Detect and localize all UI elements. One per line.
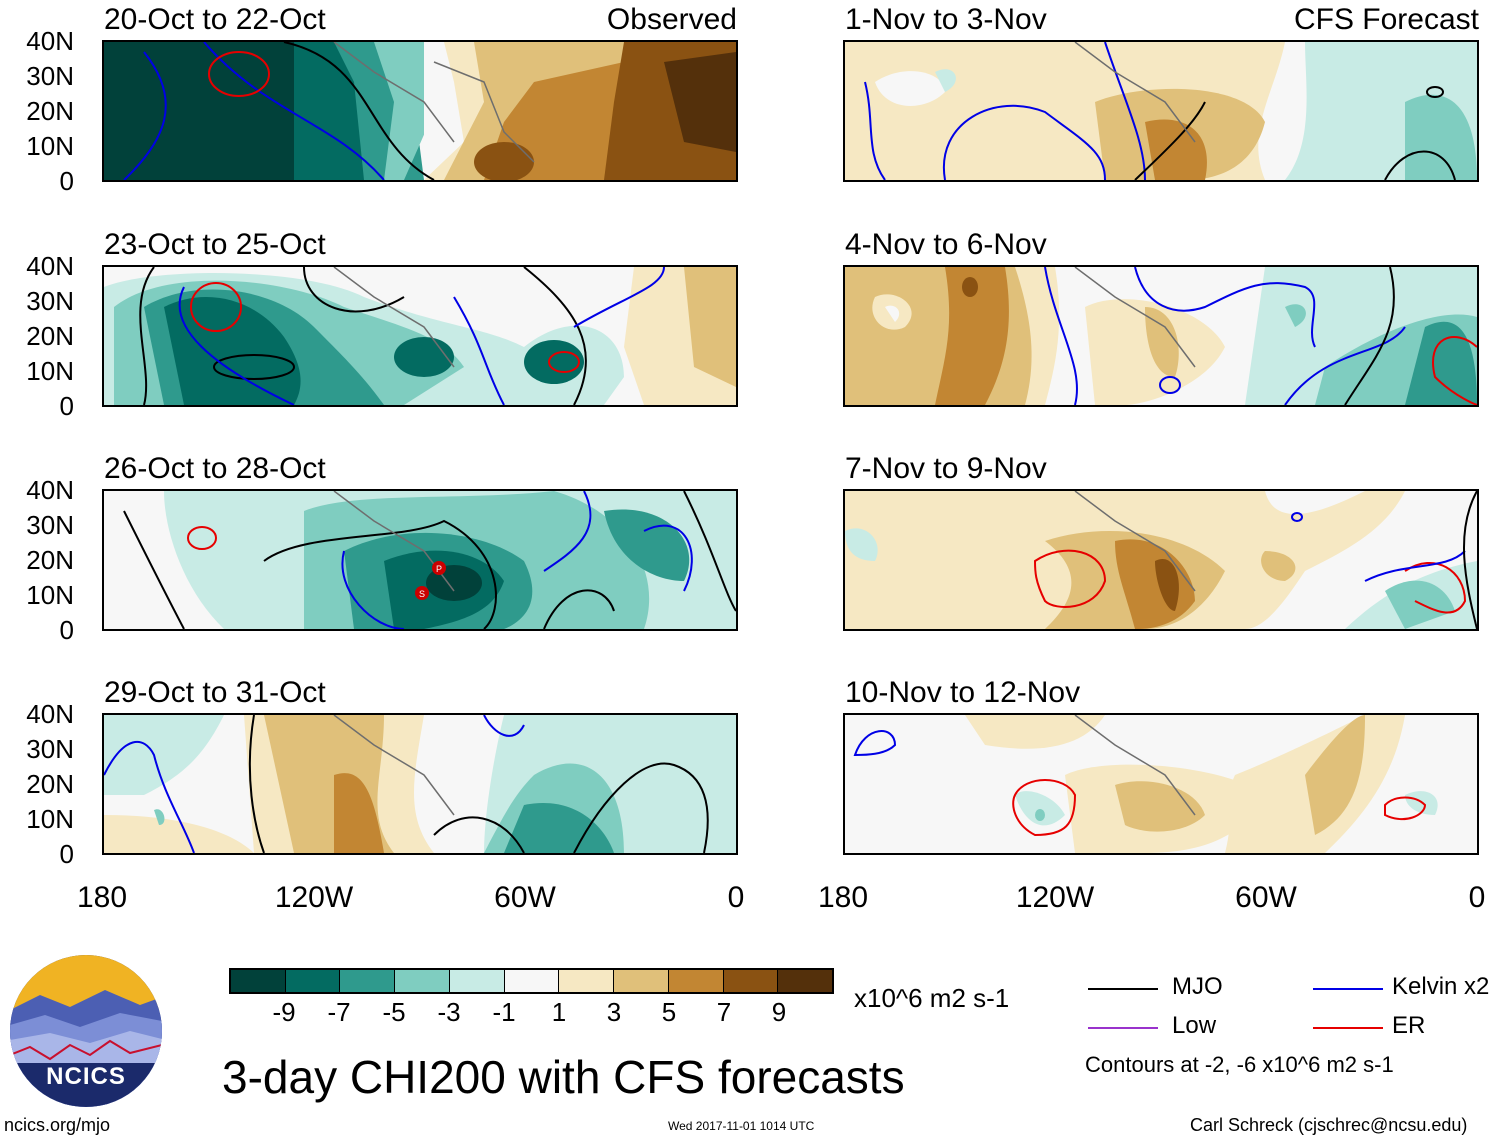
- legend-line-mjo: [1088, 988, 1158, 990]
- colorbar-swatch: [668, 970, 724, 992]
- legend-label-low: Low: [1172, 1012, 1217, 1039]
- panel-title: 4-Nov to 6-Nov: [845, 228, 1047, 261]
- panel-title: 20-Oct to 22-Oct: [104, 3, 326, 36]
- y-tick-label: 10N: [26, 804, 74, 834]
- x-tick-label: 180: [76, 881, 128, 914]
- x-tick-label: 120W: [274, 881, 354, 914]
- legend-line-low: [1088, 1027, 1158, 1029]
- panel-tag: Observed: [606, 3, 737, 36]
- colorbar-label: 3: [606, 997, 622, 1027]
- logo-text: NCICS: [46, 1063, 126, 1090]
- y-tick-label: 40N: [26, 699, 74, 729]
- panel-title: 23-Oct to 25-Oct: [104, 228, 326, 261]
- main-title: 3-day CHI200 with CFS forecasts: [222, 1051, 905, 1103]
- colorbar-swatch: [504, 970, 560, 992]
- map-panel: [843, 265, 1479, 407]
- panel-title: 1-Nov to 3-Nov: [845, 3, 1047, 36]
- colorbar-swatch: [285, 970, 341, 992]
- colorbar-swatch: [395, 970, 450, 992]
- colorbar-swatch: [231, 970, 286, 992]
- map-panel: [843, 489, 1479, 631]
- colorbar-label: -7: [327, 997, 351, 1027]
- x-tick-label: 0: [727, 881, 745, 914]
- map-panel: [102, 713, 738, 855]
- panel-title: 7-Nov to 9-Nov: [845, 452, 1047, 485]
- panel-title: 26-Oct to 28-Oct: [104, 452, 326, 485]
- x-tick-label: 120W: [1015, 881, 1095, 914]
- y-tick-label: 30N: [26, 734, 74, 764]
- y-tick-label: 20N: [26, 769, 74, 799]
- storm-marker-p: P: [432, 561, 446, 575]
- colorbar-label: -3: [437, 997, 461, 1027]
- colorbar-label: 5: [661, 997, 677, 1027]
- y-tick-label: 0: [59, 391, 74, 421]
- colorbar-label: 1: [551, 997, 567, 1027]
- colorbar: [229, 968, 834, 994]
- map-panel: [102, 265, 738, 407]
- x-tick-label: 60W: [1235, 881, 1297, 914]
- map-panel: P S: [102, 489, 738, 631]
- y-tick-label: 10N: [26, 356, 74, 386]
- storm-marker-s-label: S: [419, 589, 425, 599]
- panel-tag: CFS Forecast: [1293, 3, 1479, 36]
- credit: Carl Schreck (cjschrec@ncsu.edu): [1190, 1115, 1468, 1135]
- y-tick-label: 30N: [26, 510, 74, 540]
- colorbar-label: 7: [716, 997, 732, 1027]
- y-tick-label: 0: [59, 615, 74, 645]
- website-link[interactable]: ncics.org/mjo: [4, 1115, 111, 1135]
- x-tick-label: 180: [817, 881, 869, 914]
- y-tick-label: 40N: [26, 26, 74, 56]
- legend-line-er: [1313, 1027, 1383, 1029]
- panel-title: 10-Nov to 12-Nov: [845, 676, 1081, 709]
- panel-title: 29-Oct to 31-Oct: [104, 676, 326, 709]
- contours-note: Contours at -2, -6 x10^6 m2 s-1: [1085, 1052, 1394, 1077]
- colorbar-label: 9: [771, 997, 787, 1027]
- colorbar-units: x10^6 m2 s-1: [854, 983, 1010, 1013]
- colorbar-label: -9: [272, 997, 296, 1027]
- y-tick-label: 0: [59, 166, 74, 196]
- colorbar-swatch: [559, 970, 615, 992]
- legend-line-kelvin: [1313, 988, 1383, 990]
- x-tick-label: 0: [1468, 881, 1486, 914]
- colorbar-swatch: [340, 970, 396, 992]
- y-tick-label: 20N: [26, 545, 74, 575]
- map-panel: [102, 40, 738, 182]
- y-tick-label: 30N: [26, 286, 74, 316]
- y-tick-label: 10N: [26, 131, 74, 161]
- colorbar-label: -5: [382, 997, 406, 1027]
- map-panel: [843, 40, 1479, 182]
- storm-marker-p-label: P: [436, 564, 442, 574]
- ncics-logo: NCICS: [10, 955, 162, 1107]
- y-tick-label: 30N: [26, 61, 74, 91]
- timestamp: Wed 2017-11-01 1014 UTC: [668, 1119, 815, 1133]
- storm-marker-s: S: [415, 586, 429, 600]
- y-tick-label: 40N: [26, 475, 74, 505]
- colorbar-swatch: [723, 970, 779, 992]
- colorbar-swatch: [614, 970, 669, 992]
- legend-label-mjo: MJO: [1172, 973, 1223, 1000]
- map-panel: [843, 713, 1479, 855]
- legend-label-er: ER: [1392, 1012, 1426, 1039]
- colorbar-swatch: [778, 970, 833, 992]
- x-tick-label: 60W: [494, 881, 556, 914]
- y-tick-label: 0: [59, 839, 74, 869]
- y-tick-label: 40N: [26, 251, 74, 281]
- y-tick-label: 20N: [26, 96, 74, 126]
- colorbar-label: -1: [492, 997, 516, 1027]
- legend-label-kelvin: Kelvin x2: [1392, 973, 1490, 1000]
- y-tick-label: 20N: [26, 321, 74, 351]
- y-tick-label: 10N: [26, 580, 74, 610]
- colorbar-swatch: [449, 970, 505, 992]
